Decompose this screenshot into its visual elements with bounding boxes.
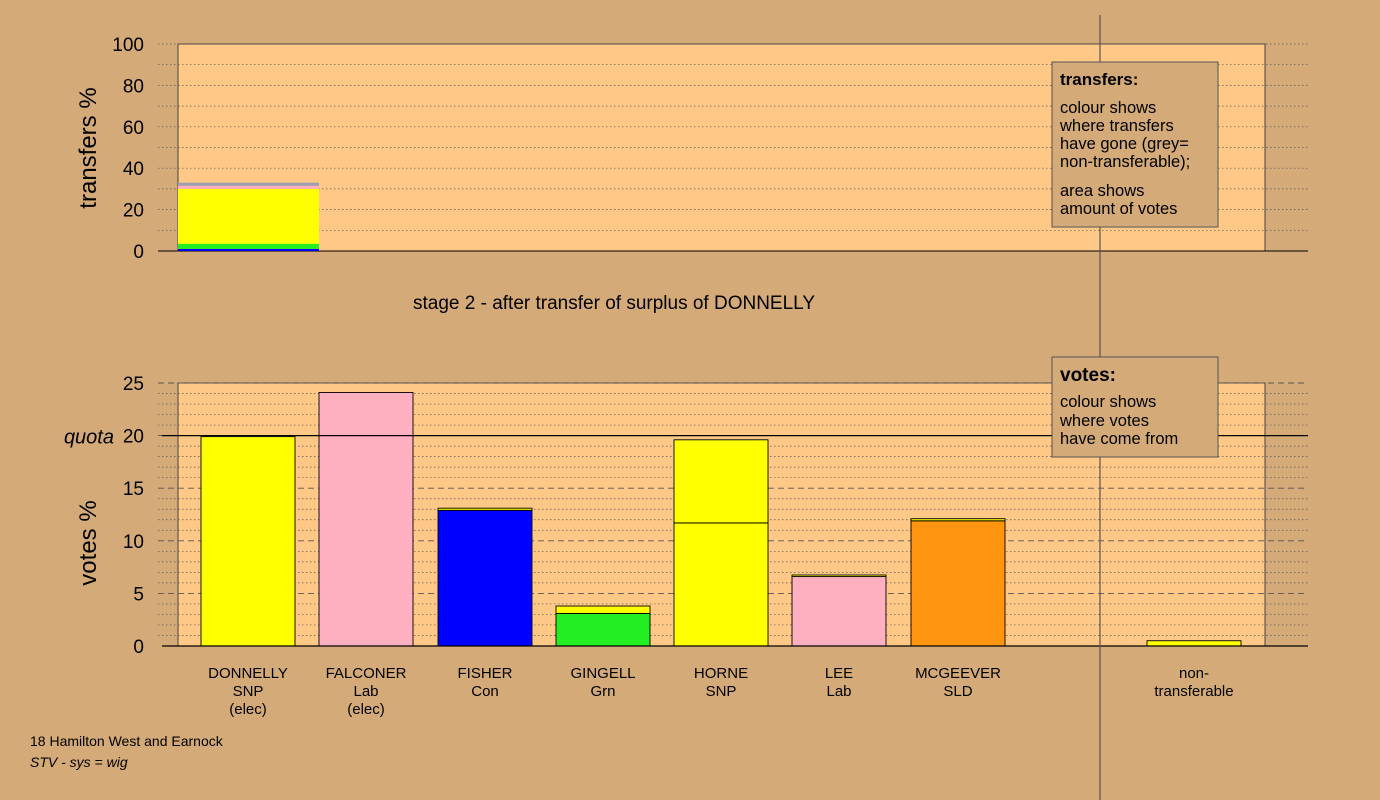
candidate-party-label: transferable [1154,683,1233,700]
candidate-party-label: Lab [826,683,851,700]
stage-caption: stage 2 - after transfer of surplus of D… [413,293,815,314]
y-tick-label: 25 [123,374,144,395]
y-tick-label: 0 [133,242,144,263]
transfer-segment [178,248,319,251]
vote-bar-segment [437,509,533,647]
votes-y-axis-label: votes % [75,500,102,585]
votes-info-box: votes: colour shows where votes have com… [1051,356,1219,458]
transfer-segment [178,188,319,244]
vote-bar-segment [791,576,887,647]
vote-bar-segment [673,439,769,524]
candidate-name-label: MCGEEVER [915,665,1001,682]
vote-bar-segment [555,612,651,647]
candidate-party-label: Con [471,683,499,700]
transfers-box-line: non-transferable); [1060,153,1190,171]
y-tick-label: 20 [123,201,144,222]
vote-bar-segment [200,436,296,647]
transfers-box-line: area shows [1060,182,1144,200]
candidate-name-label: FISHER [457,665,512,682]
vote-bar-segment [673,522,769,647]
y-tick-label: 0 [133,637,144,658]
votes-bars [200,392,1242,647]
transfers-box-line: amount of votes [1060,200,1177,218]
transfers-box-line: colour shows [1060,99,1156,117]
y-tick-label: 60 [123,118,144,139]
vote-bar-segment [791,574,887,578]
candidate-name-label: HORNE [694,665,748,682]
transfer-segment [178,182,319,186]
candidate-name-label: FALCONER [326,665,407,682]
y-tick-label: 5 [133,584,144,605]
votes-x-labels: DONNELLYSNP(elec)FALCONERLab(elec)FISHER… [208,665,1233,718]
y-tick-label: 40 [123,159,144,180]
transfers-info-box: transfers: colour shows where transfers … [1051,61,1219,228]
transfers-box-line: have gone (grey= [1060,135,1189,153]
transfers-box-title: transfers: [1060,70,1138,89]
constituency-label: 18 Hamilton West and Earnock [30,733,224,749]
votes-box-line: colour shows [1060,393,1156,411]
transfer-segment [178,243,319,249]
transfers-y-ticks: 0 20 40 60 80 100 [112,35,144,263]
transfers-box-frame [1051,61,1219,228]
vote-bar-segment [910,520,1006,647]
transfer-segment [178,185,319,189]
votes-box-frame [1051,356,1219,458]
y-tick-label: 80 [123,76,144,97]
candidate-party-label: SLD [943,683,972,700]
vote-bar-segment [1146,640,1242,647]
candidate-status-label: (elec) [347,701,385,718]
vote-bar-segment [910,518,1006,522]
candidate-status-label: (elec) [229,701,267,718]
vote-bar-segment [555,605,651,614]
candidate-name-label: LEE [825,665,853,682]
candidate-name-label: non- [1179,665,1209,682]
system-label: STV - sys = wig [30,754,128,770]
candidate-name-label: GINGELL [570,665,635,682]
candidate-party-label: Grn [590,683,615,700]
votes-box-line: where votes [1059,412,1149,430]
candidate-party-label: Lab [353,683,378,700]
transfers-bars [178,182,319,251]
y-tick-label: 10 [123,532,144,553]
transfers-y-axis-label: transfers % [75,87,102,208]
votes-box-title: votes: [1060,365,1116,386]
candidate-party-label: SNP [233,683,264,700]
transfers-grid [158,43,1308,252]
vote-bar-segment [437,507,533,511]
y-tick-label: 100 [112,35,144,56]
votes-y-ticks: 0 5 10 15 20 25 [123,374,144,658]
y-tick-label: 15 [123,479,144,500]
transfers-box-line: where transfers [1059,117,1174,135]
vote-bar-segment [318,392,414,647]
votes-box-line: have come from [1060,430,1178,448]
quota-label: quota [64,427,114,449]
candidate-party-label: SNP [706,683,737,700]
candidate-name-label: DONNELLY [208,665,288,682]
y-tick-label: 20 [123,427,144,448]
